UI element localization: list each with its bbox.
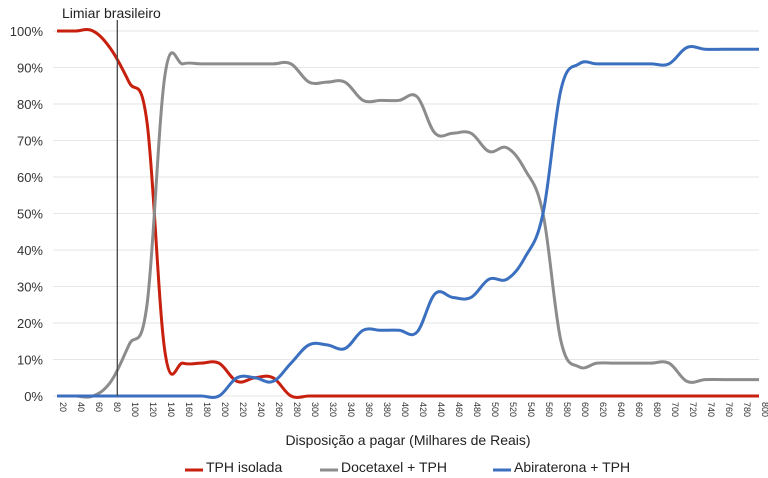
x-tick-label: 340: [346, 402, 356, 417]
legend: TPH isolada Docetaxel + TPH Abiraterona + …: [185, 459, 630, 475]
x-tick-label: 260: [274, 402, 284, 417]
x-tick-label: 700: [670, 402, 680, 417]
y-tick-label: 80%: [17, 97, 43, 112]
x-tick-label: 760: [724, 402, 734, 417]
y-tick-label: 10%: [17, 353, 43, 368]
x-tick-label: 480: [472, 402, 482, 417]
y-tick-label: 50%: [17, 207, 43, 222]
series-line-0: [57, 28, 759, 399]
y-tick-label: 60%: [17, 170, 43, 185]
x-tick-label: 20: [58, 402, 68, 412]
x-tick-label: 560: [544, 402, 554, 417]
x-tick-label: 220: [238, 402, 248, 417]
x-tick-label: 160: [184, 402, 194, 417]
y-tick-label: 0%: [24, 389, 43, 404]
y-tick-label: 70%: [17, 134, 43, 149]
x-tick-label: 360: [364, 402, 374, 417]
x-tick-label: 200: [220, 402, 230, 417]
x-tick-label: 300: [310, 402, 320, 417]
legend-label: Abiraterona + TPH: [514, 459, 630, 475]
x-tick-label: 240: [256, 402, 266, 417]
series-line-1: [56, 51, 759, 399]
x-tick-label: 540: [526, 402, 536, 417]
x-axis-title: Disposição a pagar (Milhares de Reais): [285, 432, 530, 448]
x-tick-label: 600: [580, 402, 590, 417]
x-tick-label: 440: [436, 402, 446, 417]
y-tick-label: 40%: [17, 243, 43, 258]
x-tick-label: 280: [292, 402, 302, 417]
x-tick-label: 800: [760, 402, 768, 417]
y-tick-label: 100%: [10, 24, 44, 39]
y-tick-label: 30%: [17, 280, 43, 295]
x-tick-label: 80: [112, 402, 122, 412]
x-tick-label: 660: [634, 402, 644, 417]
x-tick-label: 680: [652, 402, 662, 417]
x-tick-label: 380: [382, 402, 392, 417]
x-tick-label: 60: [94, 402, 104, 412]
x-tick-label: 620: [598, 402, 608, 417]
x-tick-label: 420: [418, 402, 428, 417]
x-tick-label: 140: [166, 402, 176, 417]
x-tick-label: 720: [688, 402, 698, 417]
x-tick-label: 460: [454, 402, 464, 417]
y-tick-label: 90%: [17, 61, 43, 76]
x-tick-label: 320: [328, 402, 338, 417]
x-tick-label: 640: [616, 402, 626, 417]
x-tick-label: 500: [490, 402, 500, 417]
threshold-label: Limiar brasileiro: [62, 5, 161, 21]
x-tick-label: 40: [76, 402, 86, 412]
x-tick-label: 520: [508, 402, 518, 417]
x-tick-label: 180: [202, 402, 212, 417]
x-axis-ticks: 20 40 60 80 100 120 140 160 180 200 220 240 260 280 30…: [58, 402, 768, 417]
x-tick-label: 780: [742, 402, 752, 417]
x-tick-label: 100: [130, 402, 140, 417]
legend-label: TPH isolada: [206, 459, 282, 475]
legend-label: Docetaxel + TPH: [341, 459, 447, 475]
x-tick-label: 580: [562, 402, 572, 417]
series-lines: [56, 28, 759, 399]
x-tick-label: 120: [148, 402, 158, 417]
x-tick-label: 740: [706, 402, 716, 417]
x-tick-label: 400: [400, 402, 410, 417]
series-line-2: [56, 45, 759, 399]
gridlines: [53, 30, 759, 397]
y-tick-label: 20%: [17, 316, 43, 331]
y-axis-ticks: 0% 10% 20% 30% 40% 50% 60% 70% 80% 90% 100%: [10, 24, 44, 404]
